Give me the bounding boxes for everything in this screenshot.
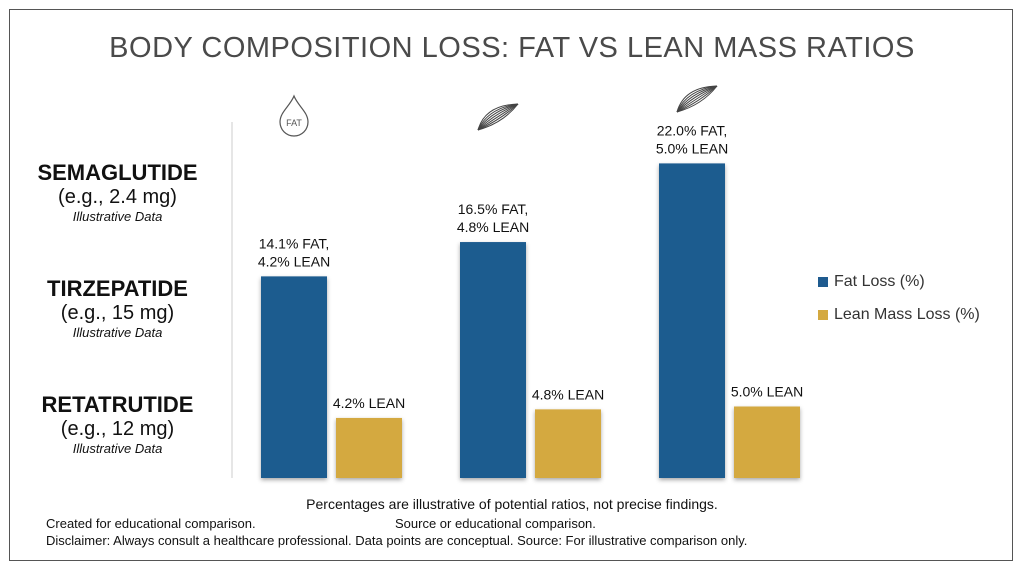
caption: Percentages are illustrative of potentia… [306,496,718,512]
bar-fat-loss [460,242,526,478]
drug-note: Illustrative Data [72,325,163,340]
drug-note: Illustrative Data [72,209,163,224]
bar-fat-loss [659,163,725,478]
data-label-fat: 16.5% FAT, [458,201,529,217]
data-label-lean: 4.2% LEAN [333,395,405,411]
drug-name: RETATRUTIDE [41,392,194,417]
svg-text:FAT: FAT [286,118,302,128]
legend-swatch-fat [818,277,828,287]
drug-label-tirzepatide: TIRZEPATIDE (e.g., 15 mg) Illustrative D… [30,276,205,340]
muscle-icon [676,85,718,113]
footer-middle: Source or educational comparison. [395,516,596,531]
frame-border [9,9,1013,561]
data-label-fat: 14.1% FAT, [259,235,330,251]
drug-label-semaglutide: SEMAGLUTIDE (e.g., 2.4 mg) Illustrative … [30,160,205,224]
legend-label-lean: Lean Mass Loss (%) [834,306,980,323]
fat-drop-icon: FAT [279,94,309,137]
drug-dose: (e.g., 2.4 mg) [58,186,177,208]
drug-name: SEMAGLUTIDE [37,160,198,185]
bar-fat-loss [261,276,327,478]
legend-item-lean: Lean Mass Loss (%) [818,306,980,324]
drug-dose: (e.g., 12 mg) [60,418,175,440]
bar-lean-loss [734,406,800,478]
data-label-lean: 5.0% LEAN [731,384,803,400]
data-label-fat: 4.8% LEAN [457,219,529,235]
chart-title: BODY COMPOSITION LOSS: FAT VS LEAN MASS … [109,32,915,64]
drug-note: Illustrative Data [72,441,163,456]
footer-disclaimer: Disclaimer: Always consult a healthcare … [46,533,748,548]
footer-left: Created for educational comparison. [46,516,256,531]
drug-name: TIRZEPATIDE [47,276,188,301]
drug-dose: (e.g., 15 mg) [60,302,175,324]
data-label-lean: 4.8% LEAN [532,386,604,402]
legend-item-fat: Fat Loss (%) [818,273,925,291]
data-label-fat: 22.0% FAT, [657,122,728,138]
bar-lean-loss [535,409,601,478]
legend-label-fat: Fat Loss (%) [834,273,925,290]
data-label-fat: 5.0% LEAN [656,140,728,156]
legend-swatch-lean [818,310,828,320]
drug-label-retatrutide: RETATRUTIDE (e.g., 12 mg) Illustrative D… [30,392,205,456]
bar-lean-loss [336,417,402,478]
data-label-fat: 4.2% LEAN [258,253,330,269]
muscle-icon [477,103,519,131]
